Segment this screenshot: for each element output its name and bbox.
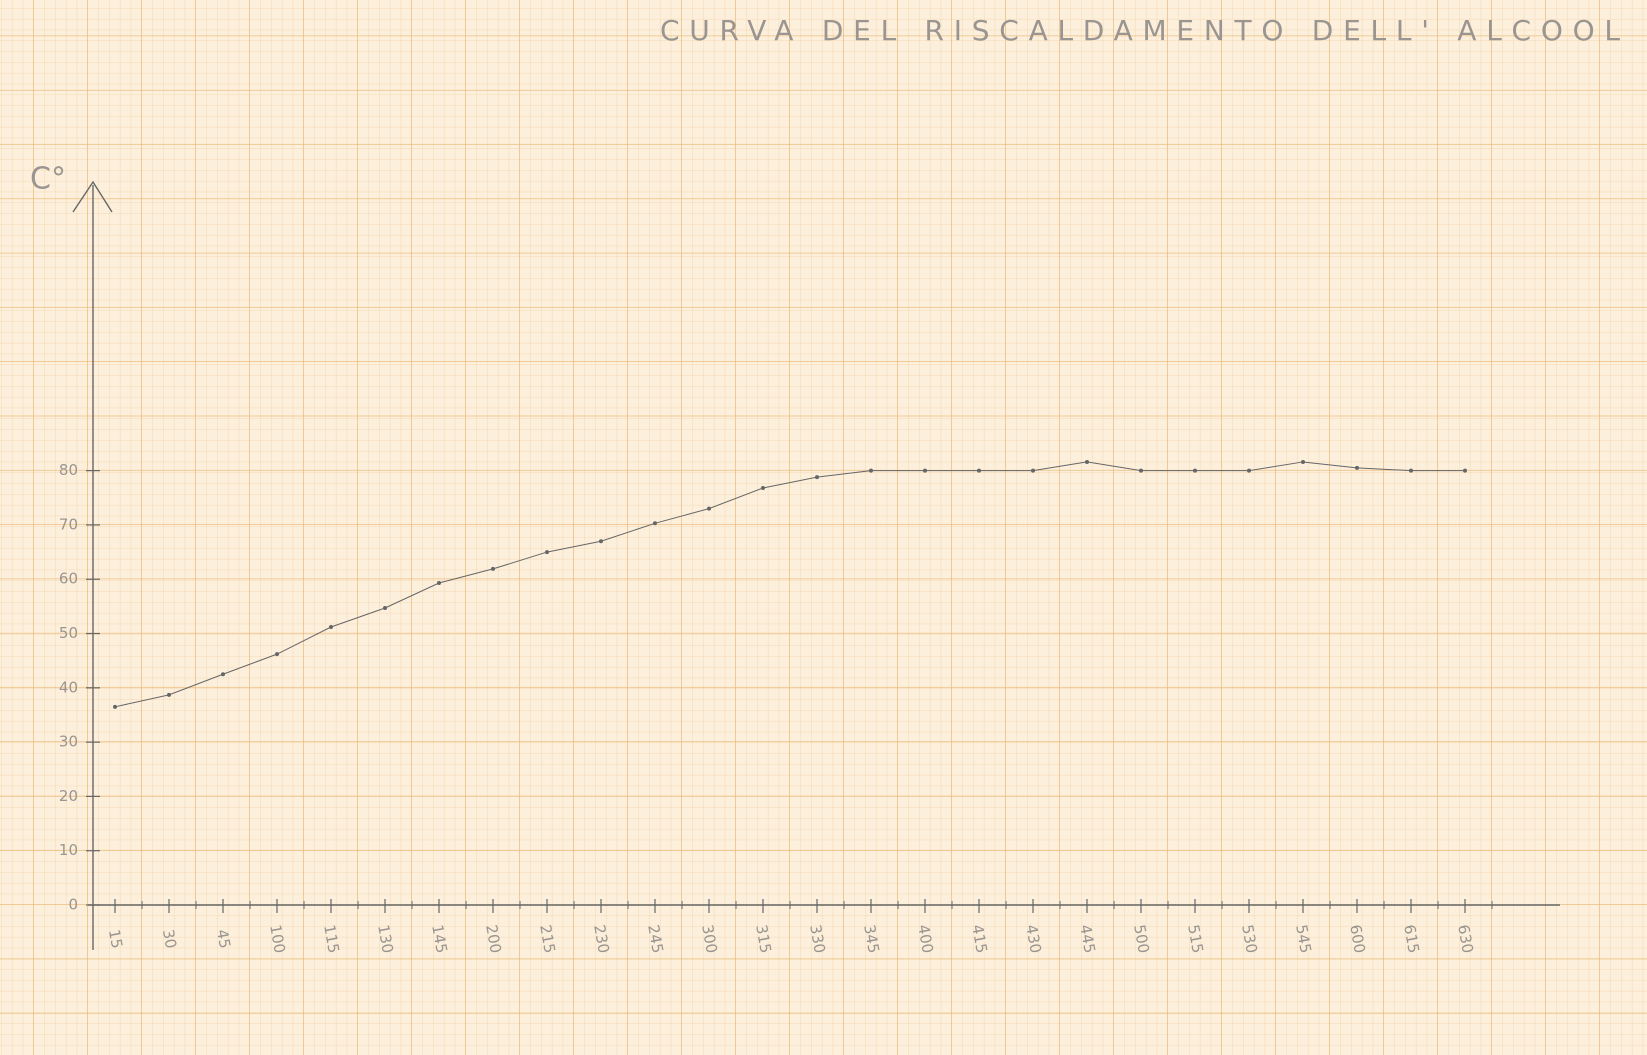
- data-point: [1193, 469, 1197, 473]
- y-tick-label: 20: [59, 787, 78, 805]
- data-point: [815, 475, 819, 479]
- data-point: [383, 606, 387, 610]
- y-tick-label: 10: [59, 841, 78, 859]
- data-point: [221, 672, 225, 676]
- data-point: [653, 521, 657, 525]
- data-point: [1085, 460, 1089, 464]
- data-point: [275, 652, 279, 656]
- y-tick-label: 50: [59, 624, 78, 642]
- data-point: [167, 693, 171, 697]
- x-tick-label: 30: [159, 928, 180, 950]
- y-axis-label: C°: [30, 162, 66, 197]
- y-tick-label: 30: [59, 733, 78, 751]
- data-point: [1409, 469, 1413, 473]
- data-point: [329, 625, 333, 629]
- data-point: [113, 705, 117, 709]
- data-point: [545, 550, 549, 554]
- data-point: [707, 507, 711, 511]
- data-point: [599, 539, 603, 543]
- data-point: [1301, 460, 1305, 464]
- data-point: [1139, 469, 1143, 473]
- data-point: [977, 469, 981, 473]
- x-tick-label: 45: [213, 928, 234, 950]
- data-point: [437, 581, 441, 585]
- data-point: [1031, 469, 1035, 473]
- y-tick-label: 0: [68, 896, 78, 914]
- x-tick-label: 15: [105, 928, 126, 950]
- data-point: [869, 469, 873, 473]
- data-point: [761, 486, 765, 490]
- y-tick-label: 40: [59, 678, 78, 696]
- data-point: [1247, 469, 1251, 473]
- y-tick-label: 60: [59, 570, 78, 588]
- data-point: [1463, 469, 1467, 473]
- data-point: [923, 469, 927, 473]
- graph-paper-major: [0, 0, 1647, 1055]
- y-tick-label: 80: [59, 461, 78, 479]
- data-point: [491, 567, 495, 571]
- data-point: [1355, 466, 1359, 470]
- y-tick-label: 70: [59, 515, 78, 533]
- chart: CURVA DEL RISCALDAMENTO DELL' ALCOOL C° …: [0, 0, 1647, 1055]
